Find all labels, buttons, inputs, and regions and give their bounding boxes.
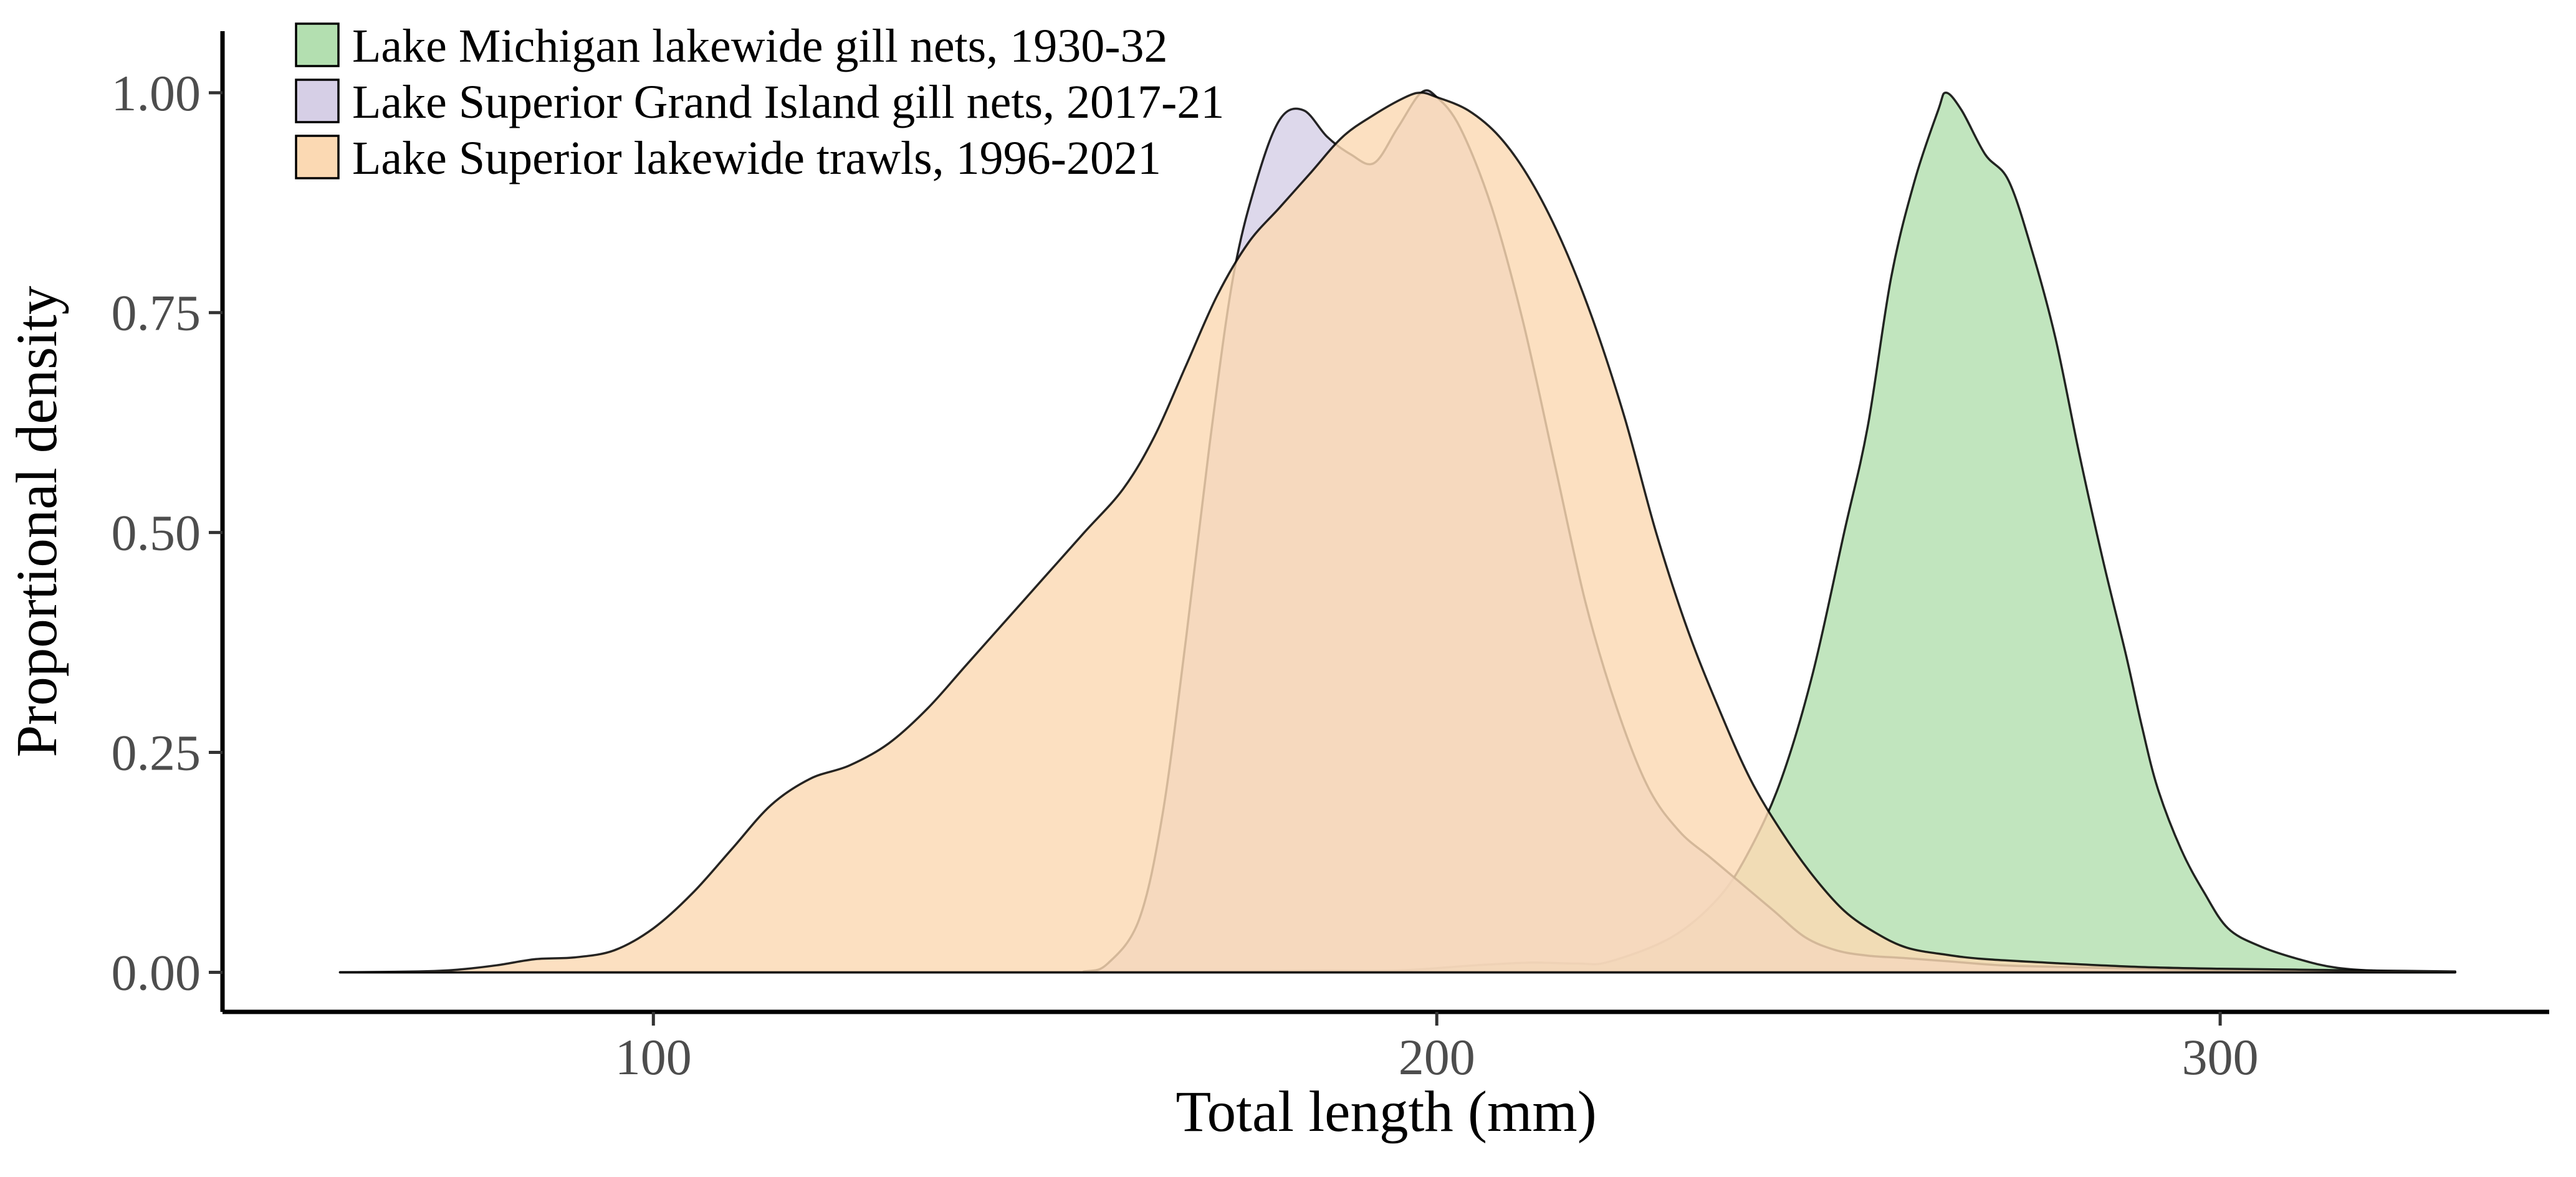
y-tick-label: 0.25 [112, 725, 201, 781]
y-tick-label: 0.00 [112, 944, 201, 1001]
legend-swatch [295, 79, 340, 123]
legend-label: Lake Superior lakewide trawls, 1996-2021 [352, 132, 1161, 184]
legend-swatch [295, 22, 340, 67]
density-areas [338, 89, 2456, 974]
y-axis-ticks: 0.00 0.25 0.50 0.75 1.00 [112, 65, 223, 1001]
y-tick-label: 1.00 [112, 65, 201, 122]
legend-swatch [295, 135, 340, 179]
y-tick-label: 0.75 [112, 285, 201, 341]
x-axis-title: Total length (mm) [1175, 1080, 1596, 1144]
density-area-lake-superior-lakewide-trawls-1996-2021 [338, 92, 2456, 974]
legend-label: Lake Superior Grand Island gill nets, 20… [352, 76, 1224, 128]
x-axis-ticks: 100 200 300 [615, 1012, 2259, 1085]
y-tick-label: 0.50 [112, 505, 201, 561]
x-tick-label: 300 [2182, 1029, 2259, 1085]
x-tick-label: 200 [1399, 1029, 1475, 1085]
legend: Lake Michigan lakewide gill nets, 1930-3… [295, 20, 1224, 184]
legend-label: Lake Michigan lakewide gill nets, 1930-3… [352, 20, 1168, 72]
x-tick-label: 100 [615, 1029, 692, 1085]
y-axis-title: Proportional density [5, 285, 69, 757]
